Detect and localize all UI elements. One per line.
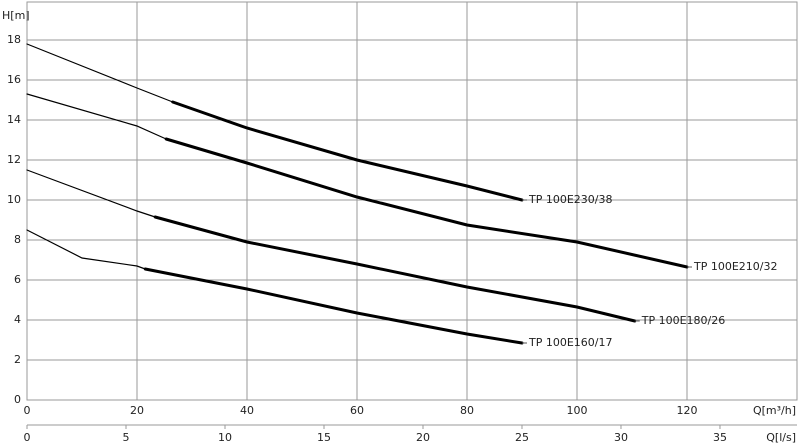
y-tick-label: 0	[14, 393, 21, 406]
x2-tick-label: 0	[24, 431, 31, 444]
plot-frame	[26, 1, 798, 401]
y-tick-label: 12	[7, 153, 21, 166]
curve-operating	[153, 215, 637, 323]
x2-tick-label: 25	[515, 431, 529, 444]
y-tick-label: 4	[14, 313, 21, 326]
x2-tick-label: 20	[416, 431, 430, 444]
y-tick-label: 14	[7, 113, 21, 126]
x2-tick-label: 5	[122, 431, 129, 444]
x-tick-label: 20	[130, 404, 144, 417]
x-axis-label: Q[m³/h]	[753, 404, 796, 417]
series-label: TP 100E160/17	[528, 336, 613, 349]
curve	[26, 43, 174, 103]
x-tick-label: 120	[677, 404, 698, 417]
curve	[26, 93, 167, 140]
x2-tick-label: 10	[218, 431, 232, 444]
x2-axis-label: Q[l/s]	[766, 431, 796, 444]
x2-tick-label: 35	[713, 431, 727, 444]
x-tick-label: 60	[350, 404, 364, 417]
curve	[26, 169, 156, 218]
series-label: TP 100E210/32	[693, 260, 778, 273]
y-tick-label: 6	[14, 273, 21, 286]
y-tick-label: 2	[14, 353, 21, 366]
curve-operating	[164, 137, 689, 269]
y-tick-label: 18	[7, 33, 21, 46]
series-label: TP 100E180/26	[641, 314, 726, 327]
y-tick-label: 16	[7, 73, 21, 86]
curve-operating	[171, 100, 524, 202]
x-tick-label: 100	[567, 404, 588, 417]
y-tick-label: 10	[7, 193, 21, 206]
curve-operating	[143, 267, 524, 345]
curve	[26, 229, 146, 270]
x2-tick-label: 30	[614, 431, 628, 444]
x-tick-label: 0	[24, 404, 31, 417]
x-tick-label: 40	[240, 404, 254, 417]
y-tick-label: 8	[14, 233, 21, 246]
x-tick-label: 80	[460, 404, 474, 417]
series-label: TP 100E230/38	[528, 193, 613, 206]
x2-tick-label: 15	[317, 431, 331, 444]
y-axis-label: H[m]	[2, 9, 30, 22]
